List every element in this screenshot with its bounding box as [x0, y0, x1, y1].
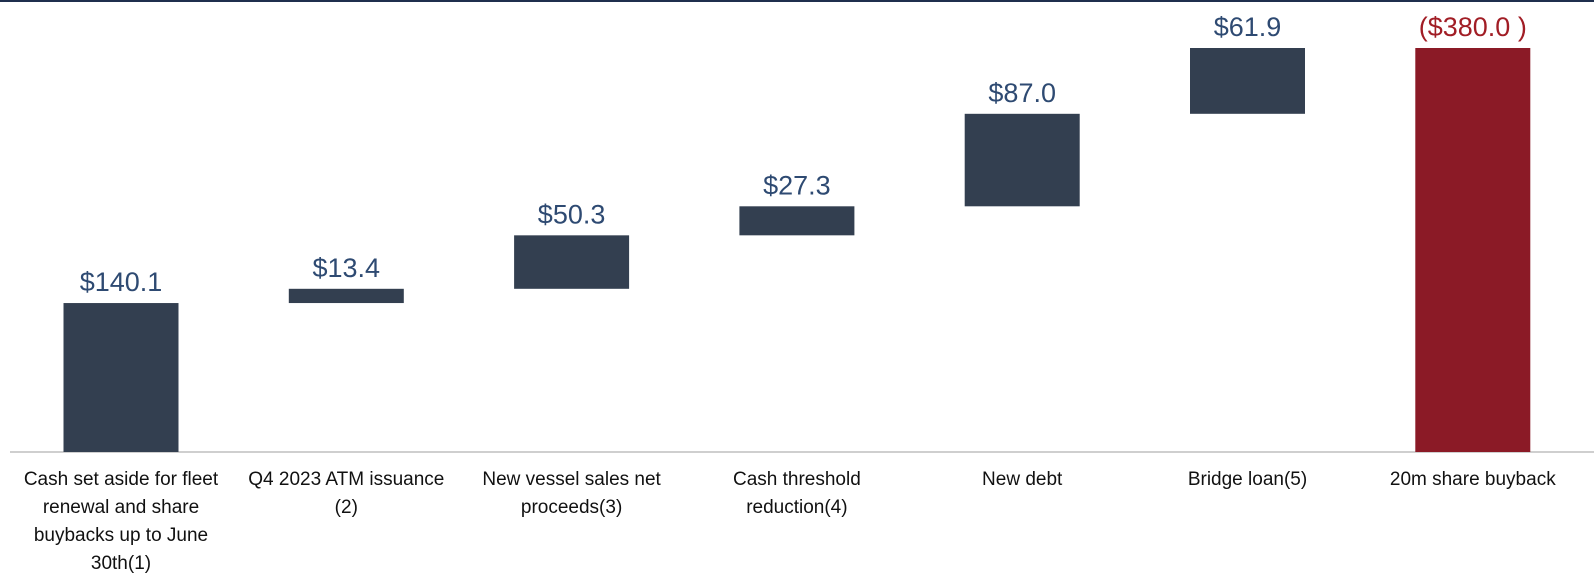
- x-tick-label: New vessel sales net proceeds(3): [482, 469, 661, 518]
- value-label: $13.4: [313, 253, 381, 283]
- value-label: $61.9: [1214, 12, 1282, 42]
- value-label: $87.0: [988, 78, 1056, 108]
- value-label: $140.1: [80, 267, 163, 297]
- value-label: ($380.0 ): [1419, 12, 1527, 42]
- bar: [1190, 48, 1305, 114]
- bar: [1415, 48, 1531, 452]
- x-tick-label: Bridge loan(5): [1187, 469, 1308, 490]
- bar: [964, 113, 1080, 207]
- x-tick-label: New debt: [982, 469, 1063, 490]
- x-tick-label: Q4 2023 ATM issuance (2): [248, 469, 445, 518]
- x-tick-label: Cash set aside for fleet renewal and sha…: [23, 469, 219, 574]
- value-label: $27.3: [763, 170, 831, 200]
- bar: [288, 288, 404, 304]
- x-tick-label: 20m share buyback: [1389, 469, 1556, 490]
- bar: [739, 206, 855, 236]
- bar: [514, 235, 630, 289]
- bar: [63, 303, 179, 452]
- x-tick-label: Cash threshold reduction(4): [732, 469, 861, 518]
- value-label: $50.3: [538, 199, 606, 229]
